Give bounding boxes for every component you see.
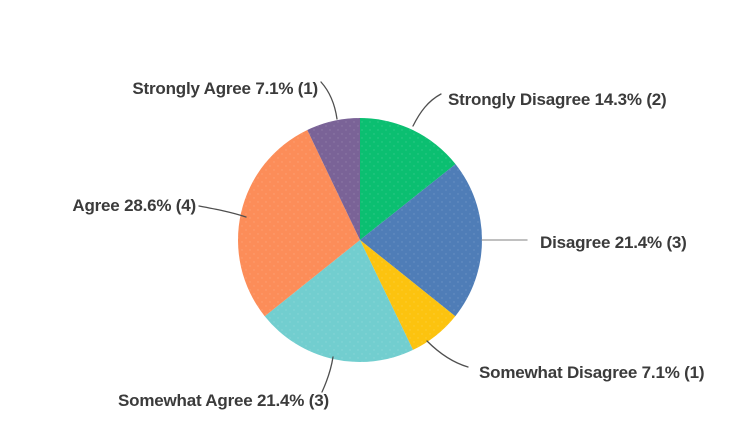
leader-line-somewhat-agree [321, 356, 334, 393]
leader-line-strongly-agree [320, 81, 338, 120]
leader-lines-group [198, 81, 528, 393]
callout-label-agree: Agree 28.6% (4) [72, 196, 196, 215]
leader-line-strongly-disagree [412, 93, 442, 127]
callout-label-strongly-disagree: Strongly Disagree 14.3% (2) [448, 90, 667, 109]
pie-texture-overlay [238, 118, 482, 362]
callout-label-somewhat-disagree: Somewhat Disagree 7.1% (1) [479, 363, 705, 382]
callout-label-strongly-agree: Strongly Agree 7.1% (1) [132, 79, 318, 98]
callout-label-disagree: Disagree 21.4% (3) [540, 233, 687, 252]
leader-line-somewhat-disagree [426, 340, 469, 368]
callout-label-somewhat-agree: Somewhat Agree 21.4% (3) [118, 391, 329, 410]
leader-line-agree [198, 205, 247, 218]
